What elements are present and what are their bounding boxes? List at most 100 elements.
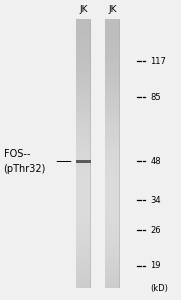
Bar: [76, 133, 91, 137]
Bar: [105, 187, 120, 191]
Bar: [105, 140, 120, 144]
Bar: [105, 116, 120, 120]
Bar: [105, 46, 120, 50]
Bar: [76, 184, 91, 187]
Bar: [76, 147, 91, 150]
Bar: [105, 264, 120, 268]
Bar: [76, 274, 91, 278]
Bar: [76, 200, 91, 204]
Bar: [105, 96, 120, 100]
Bar: [76, 241, 91, 244]
Bar: [76, 26, 91, 30]
Text: 26: 26: [150, 226, 161, 235]
Bar: [105, 220, 120, 224]
Bar: [76, 160, 91, 163]
Bar: [105, 217, 120, 221]
Bar: [76, 167, 91, 170]
Bar: [105, 66, 120, 70]
Bar: [105, 83, 120, 87]
Bar: [105, 76, 120, 80]
Bar: [105, 70, 120, 73]
Bar: [76, 56, 91, 60]
Bar: [105, 50, 120, 53]
Bar: [76, 103, 91, 107]
Bar: [105, 184, 120, 187]
Bar: [76, 257, 91, 261]
Bar: [76, 66, 91, 70]
Bar: [76, 194, 91, 197]
Bar: [105, 281, 120, 285]
Bar: [105, 63, 120, 67]
Bar: [105, 53, 120, 56]
Bar: [105, 147, 120, 150]
Bar: [76, 70, 91, 73]
Bar: [105, 59, 120, 63]
Bar: [76, 177, 91, 181]
Bar: [76, 197, 91, 201]
Bar: [76, 281, 91, 285]
Text: (pThr32): (pThr32): [4, 164, 46, 174]
Bar: [119, 20, 120, 288]
Text: FOS--: FOS--: [4, 149, 30, 159]
Bar: [105, 157, 120, 160]
Bar: [76, 217, 91, 221]
Bar: [105, 29, 120, 33]
Bar: [76, 224, 91, 228]
Bar: [76, 157, 91, 160]
Bar: [76, 248, 91, 251]
Bar: [76, 80, 91, 83]
Bar: [105, 278, 120, 281]
Bar: [105, 43, 120, 46]
Bar: [105, 137, 120, 140]
Bar: [76, 261, 91, 265]
Bar: [105, 160, 120, 164]
Bar: [76, 170, 91, 174]
Bar: [105, 231, 120, 234]
Bar: [105, 271, 120, 275]
Bar: [76, 113, 91, 117]
Bar: [105, 150, 120, 154]
Bar: [76, 251, 91, 254]
Bar: [105, 113, 120, 117]
Bar: [76, 22, 91, 26]
Bar: [105, 207, 120, 211]
Bar: [76, 110, 91, 113]
Bar: [105, 106, 120, 110]
Bar: [105, 22, 120, 26]
Bar: [105, 214, 120, 217]
Bar: [76, 90, 91, 93]
Bar: [76, 204, 91, 208]
Bar: [105, 143, 120, 147]
Bar: [105, 33, 120, 36]
Bar: [76, 83, 91, 87]
Bar: [76, 284, 91, 288]
Bar: [76, 187, 91, 191]
Bar: [76, 150, 91, 154]
Bar: [76, 127, 91, 130]
Bar: [76, 93, 91, 97]
Bar: [105, 177, 120, 181]
Bar: [76, 73, 91, 76]
Bar: [76, 268, 91, 271]
Bar: [76, 120, 91, 124]
Bar: [105, 257, 120, 261]
Text: 34: 34: [150, 196, 161, 205]
Bar: [105, 120, 120, 124]
Bar: [76, 214, 91, 217]
Bar: [105, 56, 120, 60]
Text: JK: JK: [79, 4, 87, 14]
Text: 117: 117: [150, 57, 166, 66]
Bar: [76, 39, 91, 43]
Bar: [90, 20, 91, 288]
Bar: [105, 251, 120, 254]
Bar: [105, 103, 120, 107]
Text: 85: 85: [150, 93, 161, 102]
Bar: [105, 170, 120, 174]
Bar: [105, 164, 120, 167]
Bar: [76, 116, 91, 120]
Bar: [105, 167, 120, 170]
Text: (kD): (kD): [150, 284, 168, 293]
Bar: [76, 130, 91, 134]
Bar: [76, 137, 91, 140]
Bar: [76, 190, 91, 194]
